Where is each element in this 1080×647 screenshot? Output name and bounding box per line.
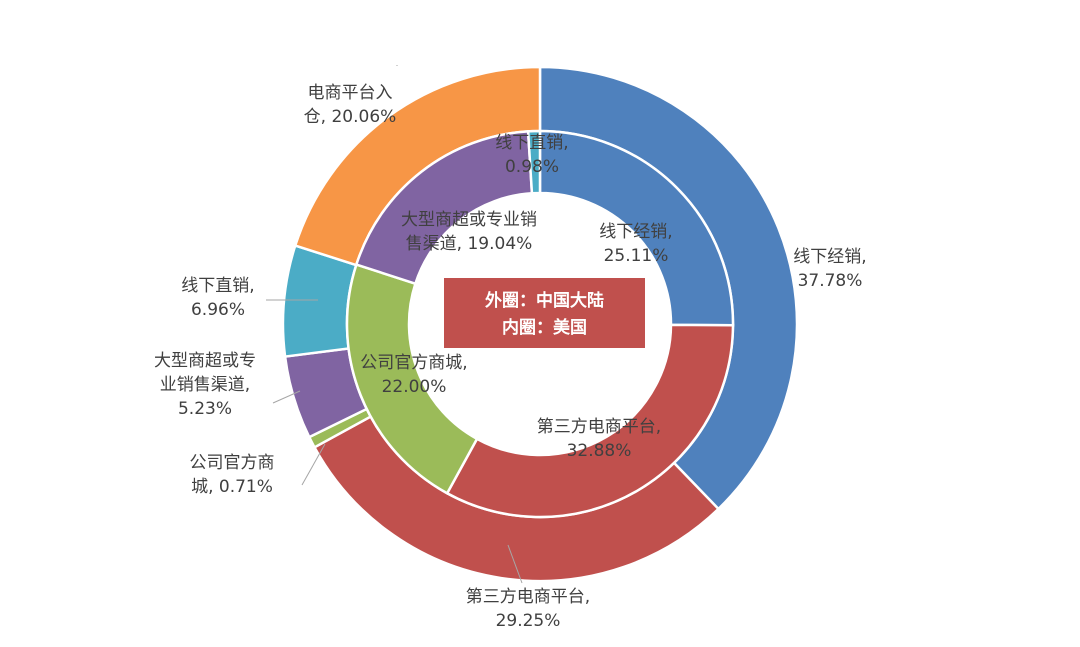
inner-data-label-3-line-0: 大型商超或专业销 [401,210,537,230]
data-labels: 线下经销, 37.78% 第三方电商平台, 29.25% 公司官方商城, 0.71% 大型… [154,83,867,631]
inner-segment-2 [345,262,479,495]
outer-leader-line-1 [507,544,523,584]
inner-data-label-3-line-1: 售渠道, 19.04% [406,234,533,254]
outer-data-label-4: 线下直销, 6.96% [181,276,254,320]
inner-data-label-4-line-1: 0.98% [505,157,559,177]
outer-data-label-2-line-1: 城, 0.71% [191,477,273,497]
outer-data-label-4-line-1: 6.96% [191,300,245,320]
outer-data-label-3: 大型商超或专业销售渠道, 5.23% [154,351,256,419]
inner-data-label-4: 线下直销, 0.98% [495,133,568,177]
outer-data-label-0: 线下经销, 37.78% [793,247,866,291]
outer-data-label-2: 公司官方商城, 0.71% [190,453,275,497]
outer-data-label-5-line-1: 仓, 20.06% [304,107,397,127]
inner-data-label-2-line-0: 公司官方商城, [360,353,467,373]
inner-segment-4 [526,129,542,195]
center-box-line-2: 内圈：美国 [502,317,587,338]
inner-data-label-2-line-1: 22.00% [382,377,447,397]
inner-data-label-0: 线下经销, 25.11% [599,222,672,266]
inner-ring [345,129,735,519]
outer-data-label-3-line-1: 业销售渠道, [160,375,250,395]
outer-leader-line-2 [301,443,326,486]
inner-data-label-1-line-1: 32.88% [567,441,632,461]
center-box-line-1: 外圈：中国大陆 [485,290,604,311]
inner-data-label-3: 大型商超或专业销售渠道, 19.04% [401,210,537,254]
center-box-background [444,278,645,348]
inner-data-label-0-line-0: 线下经销, [599,222,672,242]
outer-data-label-5-line-0: 电商平台入 [308,83,393,103]
inner-segment-1 [445,323,735,519]
outer-data-label-3-line-0: 大型商超或专 [154,351,256,371]
outer-data-label-1-line-0: 第三方电商平台, [466,587,590,607]
outer-data-label-1: 第三方电商平台, 29.25% [466,587,590,631]
outer-data-label-5: 电商平台入仓, 20.06% [304,83,397,127]
inner-data-label-1-line-0: 第三方电商平台, [537,417,661,437]
leader-lines [266,65,523,584]
outer-data-label-0-line-1: 37.78% [798,271,863,291]
inner-segment-0 [538,129,735,327]
inner-data-label-4-line-0: 线下直销, [495,133,568,153]
outer-data-label-2-line-0: 公司官方商 [190,453,275,473]
outer-data-label-3-line-2: 5.23% [178,399,232,419]
inner-data-label-1: 第三方电商平台, 32.88% [537,417,661,461]
inner-data-label-0-line-1: 25.11% [604,246,669,266]
outer-data-label-4-line-0: 线下直销, [181,276,254,296]
outer-data-label-0-line-0: 线下经销, [793,247,866,267]
outer-leader-line-3 [272,390,301,404]
outer-data-label-1-line-1: 29.25% [496,611,561,631]
inner-data-label-2: 公司官方商城, 22.00% [360,353,467,397]
center-legend-box: 外圈：中国大陆 内圈：美国 [444,278,645,348]
